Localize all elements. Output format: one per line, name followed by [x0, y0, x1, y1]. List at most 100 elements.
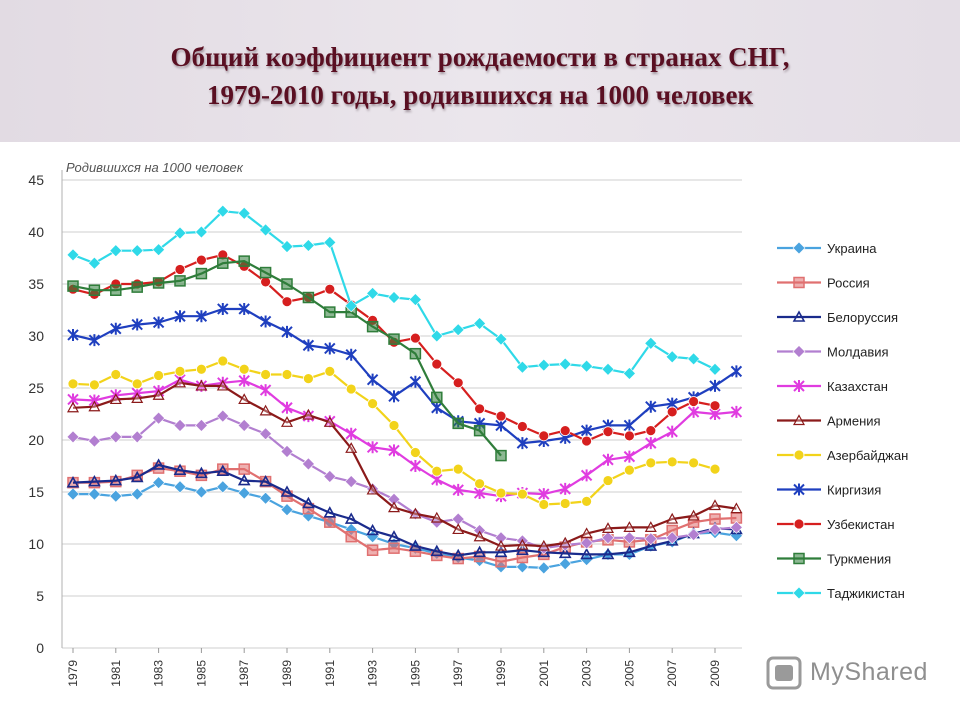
data-point [152, 316, 165, 329]
series-9 [67, 255, 507, 462]
data-point [344, 512, 358, 524]
data-point [644, 539, 658, 551]
legend-item-10: Таджикистан [777, 586, 905, 601]
data-point [216, 480, 230, 494]
data-point [537, 539, 550, 551]
data-point [495, 555, 507, 568]
legend-label: Азербайджан [827, 448, 908, 463]
data-point [709, 379, 721, 392]
data-point [259, 266, 272, 279]
data-point [580, 547, 593, 560]
title-band [0, 0, 960, 142]
data-point [130, 470, 144, 483]
data-point [580, 359, 594, 373]
data-point [88, 400, 101, 412]
data-point [581, 495, 592, 507]
data-point [408, 293, 422, 307]
data-point [130, 487, 144, 501]
data-point [431, 465, 443, 477]
data-point [474, 403, 486, 415]
series-line [72, 381, 737, 548]
y-axis-label: Родившихся на 1000 человек [66, 160, 244, 175]
data-point [323, 469, 337, 483]
data-point [559, 425, 571, 437]
data-point [174, 275, 186, 287]
data-point [430, 511, 443, 523]
data-point [345, 348, 357, 361]
data-point [473, 424, 486, 437]
data-point [324, 516, 336, 528]
data-point [451, 548, 465, 561]
data-point [238, 393, 251, 405]
data-point [153, 370, 165, 381]
data-point [517, 488, 528, 500]
data-point [344, 475, 358, 489]
data-point [280, 503, 294, 517]
data-point [387, 530, 401, 542]
data-point [216, 204, 230, 218]
x-tick-label: 1997 [451, 660, 465, 687]
data-point [324, 306, 336, 318]
data-point [516, 543, 529, 556]
data-point [688, 457, 699, 469]
data-point [366, 441, 379, 454]
legend-label: Киргизия [827, 483, 881, 498]
y-tick-label: 15 [28, 484, 44, 500]
data-point [559, 536, 572, 548]
data-point [602, 426, 614, 438]
data-point [110, 284, 122, 296]
data-point [665, 531, 679, 545]
legend-marker [792, 310, 806, 322]
legend-item-4: Казахстан [777, 379, 888, 394]
data-point [666, 406, 678, 418]
x-tick-label: 2007 [665, 660, 679, 687]
legend-marker [793, 276, 805, 289]
data-point [87, 487, 101, 501]
data-point [452, 417, 464, 430]
y-tick-label: 30 [28, 328, 44, 344]
data-point [195, 363, 207, 375]
data-point [109, 393, 122, 405]
slide-title-line-1: Общий коэффициент рождаемости в странах … [170, 42, 790, 72]
data-point [195, 469, 208, 482]
data-point [110, 322, 122, 335]
legend-marker [793, 552, 805, 565]
data-point [366, 483, 379, 495]
data-point [324, 365, 336, 377]
data-point [67, 280, 79, 292]
data-point [409, 332, 421, 344]
data-point [109, 473, 123, 486]
data-point [216, 409, 230, 423]
data-point [195, 267, 208, 280]
legend-label: Украина [827, 241, 877, 256]
data-point [580, 527, 593, 539]
data-point [559, 482, 571, 495]
data-point [645, 437, 657, 450]
data-point [452, 463, 464, 475]
data-point [601, 522, 615, 533]
data-point [366, 320, 379, 333]
data-point [259, 315, 272, 328]
data-point [281, 325, 293, 338]
data-point [152, 243, 166, 257]
data-point [708, 362, 722, 376]
data-point [131, 318, 143, 331]
data-point [345, 442, 358, 453]
data-point [280, 240, 294, 253]
data-point [195, 379, 208, 391]
data-point [431, 391, 443, 404]
y-tick-label: 35 [28, 276, 44, 292]
legend: Украина Россия Белоруссия Молдавия Казахстан… [777, 241, 908, 601]
data-point [131, 378, 143, 390]
data-point [431, 401, 443, 414]
data-point [280, 416, 294, 427]
legend-item-0: Украина [777, 241, 877, 256]
data-point [238, 374, 250, 387]
data-point [516, 437, 529, 450]
legend-item-2: Белоруссия [777, 310, 898, 325]
data-point [366, 544, 379, 556]
data-point [87, 434, 101, 448]
series-line [72, 307, 738, 445]
data-point [623, 521, 636, 532]
x-tick-label: 1985 [194, 660, 208, 687]
